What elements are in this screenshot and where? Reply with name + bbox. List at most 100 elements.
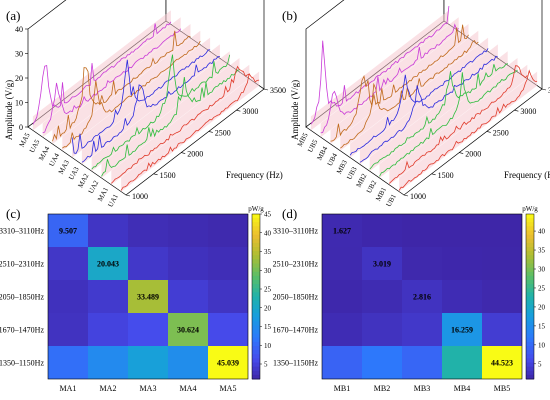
- freq-tick-label: 2000: [465, 150, 481, 159]
- cell-value-label: 16.259: [451, 326, 473, 335]
- freq-tick-mark: [125, 194, 131, 197]
- colorbar-segment: [252, 366, 260, 372]
- heatmap-cell: [362, 313, 402, 346]
- heatmap-cell: [48, 214, 88, 247]
- colorbar-segment: [526, 292, 534, 297]
- series-line-UB1: [398, 69, 538, 191]
- colorbar-segment: [526, 218, 534, 223]
- colorbar-segment: [526, 255, 534, 260]
- heatmap-cell: [128, 313, 168, 346]
- series-line-MB1: [389, 65, 528, 184]
- cell-value-label: 2.816: [413, 293, 431, 302]
- colorbar-segment: [252, 226, 260, 231]
- x-category-label: MA2: [100, 384, 117, 393]
- colorbar-tick-label: 20: [264, 304, 272, 312]
- colorbar-segment: [526, 238, 534, 244]
- colorbar-frame: [251, 213, 261, 380]
- colorbar-tick-label: 5: [264, 361, 268, 369]
- heatmap-cell: [48, 346, 88, 379]
- freq-tick-mark: [403, 194, 409, 197]
- y-category-label: 1670–1470Hz: [0, 326, 44, 335]
- freq-tick-label: 2000: [187, 150, 203, 159]
- colorbar-segment: [526, 346, 534, 351]
- colorbar-tick-label: 25: [264, 286, 272, 294]
- series-ribbon-MB1: [389, 64, 528, 185]
- y-category-label: 3310–3110Hz: [273, 227, 318, 236]
- freq-tick-mark: [208, 131, 213, 133]
- colorbar-segment: [526, 366, 534, 372]
- series-ribbon-UA1: [121, 71, 260, 192]
- z-tick-label: 30: [15, 50, 23, 59]
- series-line-UB4: [340, 40, 479, 149]
- colorbar-tick-label: 25: [538, 284, 546, 292]
- freq-tick-label: 2500: [215, 128, 231, 137]
- heatmap-cell: [322, 247, 362, 280]
- colorbar-segment: [252, 218, 260, 223]
- series-ribbon-UB2: [379, 58, 518, 178]
- colorbar-segment: [252, 275, 260, 281]
- x-category-label: MB5: [494, 384, 510, 393]
- colorbar-segment: [252, 296, 260, 302]
- heatmap-cell: [88, 247, 128, 280]
- heatmap-cell: [362, 247, 402, 280]
- x-category-label: MB2: [374, 384, 390, 393]
- cell-value-label: 20.043: [97, 260, 119, 269]
- heatmap-cell: [322, 313, 362, 346]
- colorbar-segment: [526, 280, 534, 285]
- heatmap-cell: [482, 214, 522, 247]
- series-line-UA3: [81, 56, 220, 163]
- freq-tick-mark: [541, 88, 547, 91]
- z-tick-label: 20: [15, 74, 23, 83]
- colorbar-segment: [252, 304, 260, 310]
- colorbar-segment: [526, 337, 534, 343]
- x-category-label: MB1: [334, 384, 350, 393]
- y-axis-title: Amplitude (V/g): [290, 80, 300, 140]
- x-axis-title: Frequency (Hz): [504, 170, 550, 180]
- series-line-MA4: [52, 30, 191, 142]
- x-category-label: MB3: [414, 384, 430, 393]
- y-category-label: 3310–3110Hz: [0, 227, 44, 236]
- heatmap-cell: [168, 313, 208, 346]
- heatmap-cell: [208, 280, 248, 313]
- colorbar-segment: [252, 259, 260, 264]
- colorbar-segment: [252, 214, 260, 219]
- colorbar-tick-label: 35: [538, 247, 546, 255]
- colorbar-segment: [252, 247, 260, 252]
- x-category-label: MA4: [180, 384, 197, 393]
- series-line-UA4: [62, 40, 201, 149]
- cell-value-label: 9.507: [59, 227, 77, 236]
- colorbar-segment: [526, 300, 534, 306]
- colorbar-segment: [252, 362, 260, 368]
- colorbar-segment: [252, 308, 260, 314]
- heatmap-cell: [48, 280, 88, 313]
- colorbar-segment: [252, 329, 260, 335]
- cell-value-label: 45.039: [217, 359, 239, 368]
- y-category-label: 2050–1850Hz: [273, 293, 319, 302]
- series-ribbon-MA5: [32, 10, 171, 131]
- series-line-UB3: [359, 55, 499, 163]
- colorbar-segment: [526, 267, 534, 273]
- colorbar-tick-label: 5: [538, 360, 542, 368]
- heatmap-cell: [128, 214, 168, 247]
- colorbar-segment: [252, 370, 260, 376]
- colorbar-tick-label: 40: [538, 228, 546, 236]
- colorbar-segment: [526, 263, 534, 269]
- colorbar-tick-label: 45: [264, 211, 272, 219]
- y-category-label: 1350–1150Hz: [0, 359, 44, 368]
- heatmap-cell: [482, 346, 522, 379]
- colorbar-segment: [526, 296, 534, 302]
- heatmap-cell: [402, 280, 442, 313]
- heatmap-cell: [88, 346, 128, 379]
- colorbar-segment: [526, 341, 534, 347]
- freq-tick-label: 2500: [493, 128, 509, 137]
- colorbar-segment: [252, 300, 260, 306]
- freq-tick-mark: [263, 88, 269, 91]
- heatmap-panel-1: 9.507 20.043 33.489 30.624 45.039 3310–3110Hz…: [0, 205, 272, 393]
- freq-tick-mark: [486, 131, 491, 133]
- colorbar-tick-label: 10: [538, 341, 546, 349]
- colorbar-tick-label: 15: [538, 322, 546, 330]
- series-label-UB2: UB2: [365, 179, 379, 195]
- heatmap-cell: [208, 346, 248, 379]
- heatmap-cell: [128, 346, 168, 379]
